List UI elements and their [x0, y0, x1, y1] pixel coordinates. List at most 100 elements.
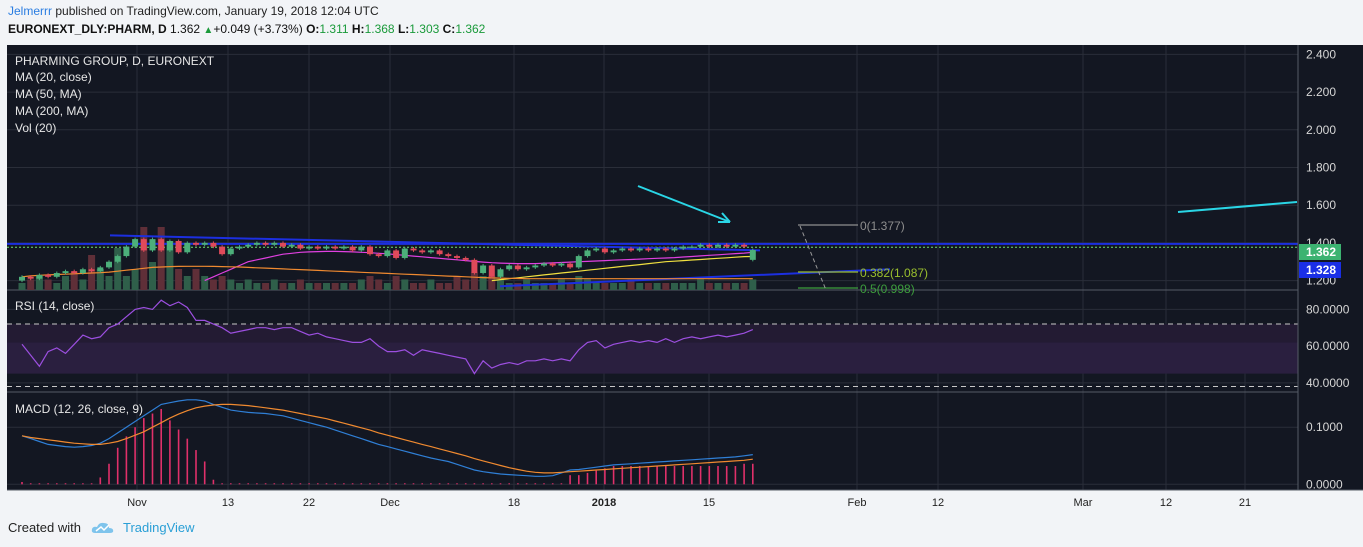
volume-bar [227, 279, 235, 290]
volume-bar [470, 272, 478, 290]
axes: 2.4002.2002.0001.8001.6001.4001.20080.00… [7, 45, 1363, 510]
macd-legend: MACD (12, 26, close, 9) [15, 402, 143, 416]
candle-body [97, 267, 104, 272]
time-tick-label: 2018 [592, 497, 616, 509]
volume-bar [262, 283, 270, 290]
candle-body [584, 250, 591, 257]
low-label: L: [397, 22, 410, 36]
fib-level-label: 0.5(0.998) [860, 282, 915, 296]
volume-bar [149, 262, 156, 290]
volume-bar [444, 283, 452, 290]
candle-body [401, 248, 408, 258]
legend-ma50: MA (50, MA) [15, 87, 82, 101]
volume-bar [488, 276, 496, 290]
volume-bar [366, 276, 374, 290]
chart-background [7, 45, 1298, 490]
publish-header: Jelmerrr published on TradingView.com, J… [8, 4, 379, 18]
volume-bar [244, 279, 252, 290]
candle-body [567, 263, 574, 268]
volume-bar [114, 248, 122, 290]
volume-bar [653, 283, 661, 290]
candle-body [19, 276, 25, 281]
legend-volume: Vol (20) [15, 121, 56, 135]
volume-bar [566, 283, 574, 290]
candle-body [45, 274, 52, 277]
candle-body [297, 244, 304, 249]
volume-bar [166, 241, 174, 290]
candle-body [79, 269, 86, 274]
legends: PHARMING GROUP, D, EURONEXT MA (20, clos… [15, 54, 215, 416]
candle-body [436, 250, 443, 255]
candle-body [558, 263, 565, 266]
candle-body [158, 239, 165, 251]
open-label: O: [306, 22, 320, 36]
time-tick-label: 21 [1239, 497, 1251, 509]
price-tick-label: 2.000 [1306, 123, 1336, 137]
candle-body [349, 246, 356, 251]
candle-body [506, 265, 513, 270]
candle-body [193, 242, 199, 245]
author-link[interactable]: Jelmerrr [8, 4, 52, 18]
main-legend-title: PHARMING GROUP, D, EURONEXT [15, 54, 215, 68]
candle-body [367, 246, 373, 255]
ma-line-2 [21, 265, 753, 280]
candle-body [593, 248, 600, 251]
candle-body [123, 246, 130, 257]
time-axis-background [7, 490, 1363, 510]
candle-body [549, 263, 556, 266]
price-tick-label: 1.600 [1306, 198, 1336, 212]
volume-bar [323, 283, 330, 290]
candle-body [140, 239, 147, 251]
ma-line-0 [491, 255, 753, 282]
last-price: 1.362 [170, 22, 201, 36]
volume-bar [218, 276, 226, 290]
volume-bar [192, 269, 200, 290]
cyan-arrow-head [718, 212, 731, 223]
candle-body [280, 242, 286, 247]
time-tick-label: 22 [303, 497, 315, 509]
candle-body [88, 269, 95, 272]
tradingview-link[interactable]: TradingView [122, 520, 195, 535]
volume-bar [418, 283, 426, 290]
volume-bar [357, 279, 365, 290]
time-tick-label: 18 [508, 497, 520, 509]
volume-bar [70, 272, 78, 290]
volume-bar [671, 283, 678, 290]
candle-body [419, 250, 426, 253]
time-tick-label: 15 [703, 497, 715, 509]
candle-body [114, 256, 121, 262]
macd-series-1 [21, 403, 753, 474]
candle-body [219, 246, 226, 255]
candle-body [619, 248, 626, 251]
ma-line-1 [204, 250, 753, 282]
candle-body [541, 263, 547, 266]
candle-body [323, 246, 330, 249]
up-triangle-icon: ▲ [203, 25, 214, 36]
volume-bar [383, 283, 391, 290]
volume-bar [209, 279, 217, 290]
volume-bar [410, 283, 417, 290]
candle-body [645, 248, 652, 251]
close-value: 1.362 [455, 22, 486, 36]
price-change: +0.049 (+3.73%) [213, 22, 303, 36]
volume-bar [175, 269, 183, 290]
price-tick-label: 1.800 [1306, 161, 1336, 175]
price-tag-background [1299, 244, 1341, 260]
candle-body [732, 244, 739, 247]
volume-bar [79, 279, 87, 290]
volume-bar [131, 269, 139, 290]
legend-ma200: MA (200, MA) [15, 104, 88, 118]
candle-body [462, 257, 469, 260]
volume-bar [549, 283, 557, 290]
price-tag-label: 1.362 [1306, 245, 1336, 259]
candle-body [523, 267, 530, 270]
volume-bar [601, 283, 609, 290]
volume-bar [662, 283, 670, 290]
candle-body [62, 271, 69, 274]
open-value: 1.311 [319, 22, 349, 36]
symbol-header: EURONEXT_DLY:PHARM, D 1.362 ▲+0.049 (+3.… [8, 22, 485, 36]
candle-body [601, 248, 608, 253]
volume-bar [349, 283, 357, 290]
drawings [637, 185, 1298, 223]
